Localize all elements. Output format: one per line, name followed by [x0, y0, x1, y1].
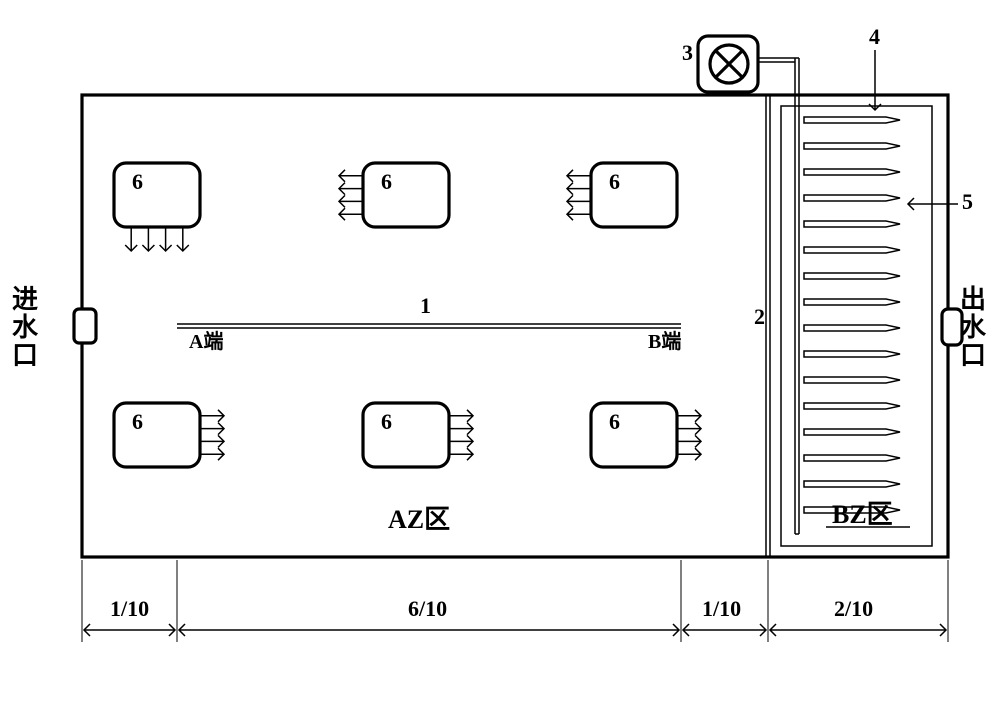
outlet-label: 口	[960, 341, 986, 370]
diffuser-branch	[804, 403, 900, 409]
diffuser-branch	[804, 247, 900, 253]
dim-fraction: 1/10	[110, 596, 149, 621]
dim-fraction: 1/10	[702, 596, 741, 621]
callout-2: 2	[754, 304, 765, 329]
inlet-label: 口	[12, 341, 38, 370]
outlet-label: 出	[960, 285, 986, 314]
callout-1: 1	[420, 293, 431, 318]
outlet-label: 水	[960, 313, 987, 342]
inlet-port	[74, 309, 96, 343]
diffuser-branch	[804, 169, 900, 175]
diffuser-branch	[804, 325, 900, 331]
callout-6: 6	[132, 169, 143, 194]
diffuser-branch	[804, 221, 900, 227]
dim-fraction: 2/10	[834, 596, 873, 621]
mixer-unit	[363, 163, 449, 227]
mixer-unit	[114, 163, 200, 227]
dim-fraction: 6/10	[408, 596, 447, 621]
diffuser-branch	[804, 429, 900, 435]
diffuser-branch	[804, 351, 900, 357]
callout-6: 6	[609, 409, 620, 434]
callout-6: 6	[381, 409, 392, 434]
label-b-end: B端	[648, 330, 681, 353]
diffuser-branch	[804, 455, 900, 461]
inlet-label: 水	[12, 313, 39, 342]
mixer-unit	[591, 403, 677, 467]
diffuser-branch	[804, 143, 900, 149]
mixer-unit	[363, 403, 449, 467]
mixer-unit	[114, 403, 200, 467]
label-a-end: A端	[189, 330, 223, 353]
diffuser-branch	[804, 273, 900, 279]
zone-az-label: AZ区	[388, 505, 450, 534]
callout-5: 5	[962, 189, 973, 214]
callout-3: 3	[682, 40, 693, 65]
callout-6: 6	[381, 169, 392, 194]
callout-6: 6	[609, 169, 620, 194]
callout-4: 4	[869, 24, 880, 49]
diffuser-branch	[804, 117, 900, 123]
outlet-port	[942, 309, 962, 345]
mixer-unit	[591, 163, 677, 227]
inlet-label: 进	[12, 285, 38, 314]
callout-6: 6	[132, 409, 143, 434]
zone-bz-label: BZ区	[832, 500, 893, 529]
diffuser-branch	[804, 377, 900, 383]
diffuser-branch	[804, 195, 900, 201]
diffuser-branch	[804, 481, 900, 487]
diffuser-branch	[804, 299, 900, 305]
